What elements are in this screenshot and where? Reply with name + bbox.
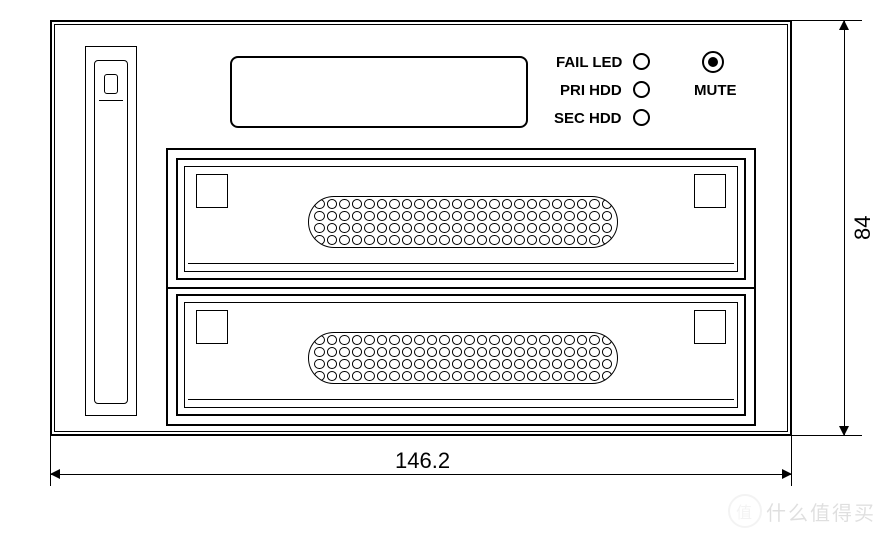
sec-hdd-label: SEC HDD (554, 110, 622, 127)
slot2-latch-left (196, 310, 228, 344)
dim-height-arrow-up (839, 20, 849, 30)
dim-width-arrow-right (782, 469, 792, 479)
slot2-latch-right (694, 310, 726, 344)
dim-width-arrow-left (50, 469, 60, 479)
dim-height-value: 84 (850, 216, 876, 240)
dim-height-ext-top (792, 20, 862, 21)
sec-hdd-led-icon (633, 109, 650, 126)
slot2-rail (188, 399, 734, 400)
slot1-latch-left (196, 174, 228, 208)
pri-hdd-label: PRI HDD (560, 82, 622, 99)
drive-bay-divider (166, 287, 756, 289)
vent-2-holes (308, 332, 618, 384)
watermark: 值 什么值得买 (728, 494, 876, 528)
display-window (230, 56, 528, 128)
mute-label: MUTE (694, 82, 737, 99)
left-panel-handle (104, 74, 118, 94)
mute-button-inner (708, 57, 718, 67)
dim-height-arrow-down (839, 426, 849, 436)
dim-height-ext-bottom (792, 435, 862, 436)
dim-width-value: 146.2 (395, 448, 450, 474)
dim-width-line (50, 474, 792, 475)
vent-1-holes (308, 196, 618, 248)
fail-led-icon (633, 53, 650, 70)
pri-hdd-led-icon (633, 81, 650, 98)
watermark-text: 什么值得买 (766, 497, 876, 526)
left-panel-inner (94, 60, 128, 404)
watermark-icon: 值 (728, 494, 762, 528)
slot1-latch-right (694, 174, 726, 208)
slot1-rail (188, 263, 734, 264)
fail-led-label: FAIL LED (556, 54, 622, 71)
dim-height-line (844, 20, 845, 436)
left-panel-accent (99, 100, 123, 101)
